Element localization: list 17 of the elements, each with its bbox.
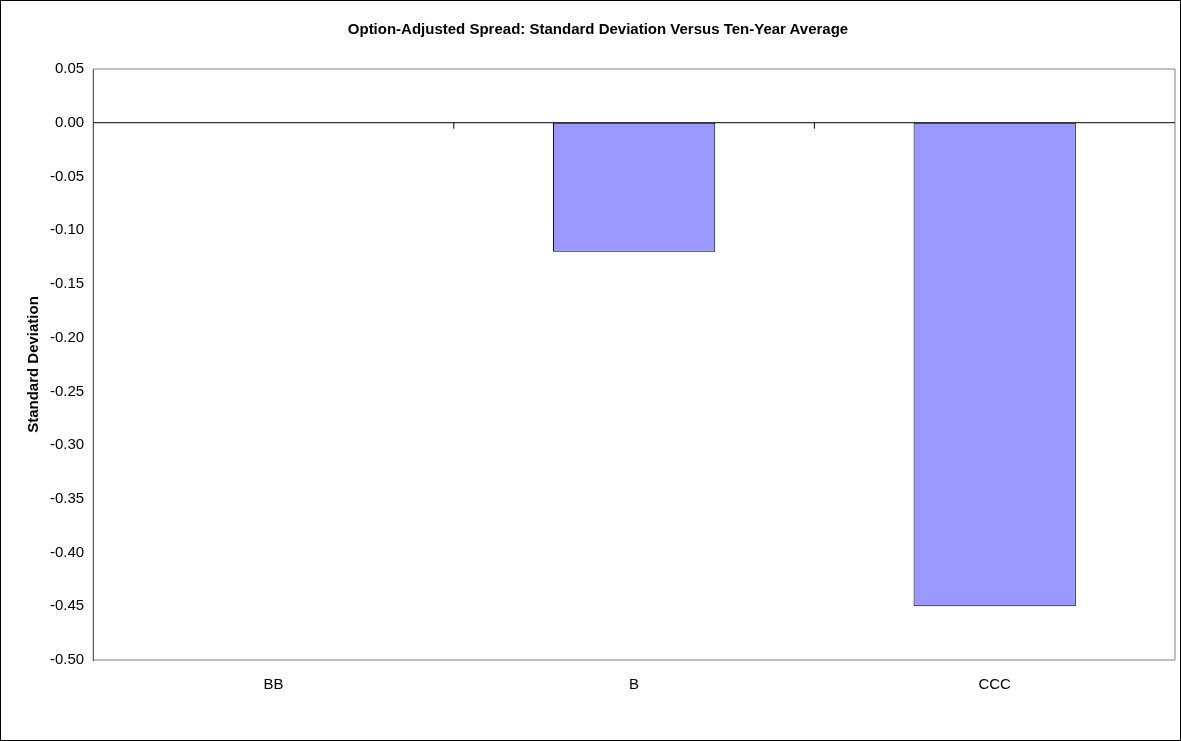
y-tick-label: -0.45 bbox=[49, 596, 85, 614]
y-tick-label: -0.10 bbox=[49, 220, 85, 238]
y-tick-label: -0.35 bbox=[49, 488, 85, 506]
y-tick-label: -0.50 bbox=[49, 650, 85, 668]
y-tick-label: -0.40 bbox=[49, 542, 85, 560]
chart-title: Option-Adjusted Spread: Standard Deviation Versus Ten-Year Average bbox=[347, 20, 849, 38]
x-tick-label: B bbox=[629, 675, 640, 693]
y-tick-label: 0.00 bbox=[54, 112, 85, 130]
y-tick-label: -0.25 bbox=[49, 381, 85, 399]
y-tick-label: -0.30 bbox=[49, 435, 85, 453]
y-tick-label: -0.20 bbox=[49, 327, 85, 345]
y-axis-title: Standard Deviation bbox=[24, 296, 42, 433]
x-tick-label: CCC bbox=[978, 675, 1012, 693]
y-tick-label: 0.05 bbox=[54, 59, 85, 77]
y-tick-label: -0.15 bbox=[49, 274, 85, 292]
x-tick-label: BB bbox=[263, 675, 284, 693]
y-tick-label: -0.05 bbox=[49, 166, 85, 184]
